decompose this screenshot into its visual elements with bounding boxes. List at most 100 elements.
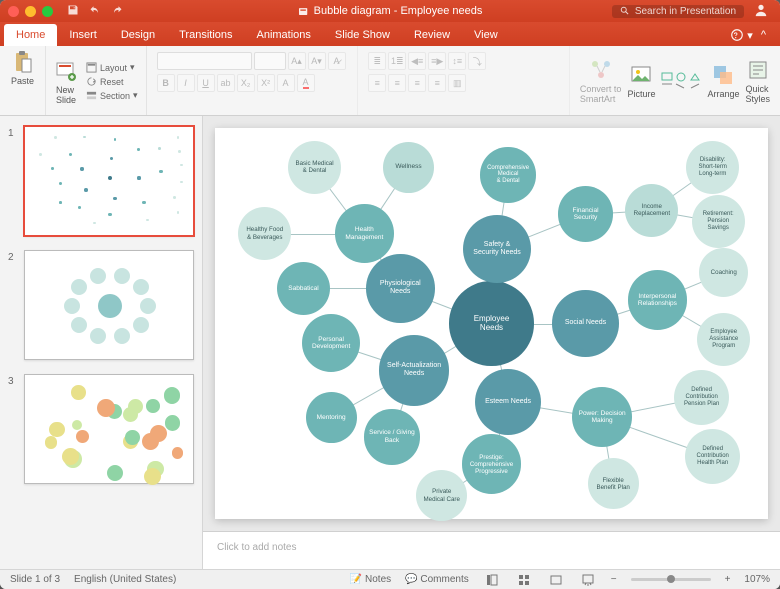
bubble-dis[interactable]: Disability: Short-term Long-term [686,141,739,194]
thumbnail-1[interactable]: 1 [8,126,194,236]
slide-canvas[interactable]: Employee NeedsPhysiological Needs Safety … [215,128,768,519]
numbering[interactable]: 1≣ [388,52,406,70]
sup-button[interactable]: X² [257,74,275,92]
notes-pane[interactable]: Click to add notes [203,531,780,569]
tab-view[interactable]: View [462,24,510,46]
zoom-slider[interactable] [631,578,711,581]
bubble-self[interactable]: Self-Actualization Needs [379,335,450,406]
minimize-icon[interactable] [25,6,36,17]
search-input[interactable]: Search in Presentation [612,5,744,18]
tab-review[interactable]: Review [402,24,462,46]
grow-font[interactable]: A▴ [288,52,306,70]
outdent[interactable]: ◀≡ [408,52,426,70]
bubble-coach[interactable]: Coaching [699,248,748,297]
bubble-sab[interactable]: Sabbatical [277,262,330,315]
bubble-pd[interactable]: Personal Development [302,314,361,373]
convert-smartart-button[interactable]: Convert to SmartArt [580,58,622,104]
redo-icon[interactable] [111,4,123,19]
bubble-sgb[interactable]: Service / Giving Back [364,409,419,464]
slide-indicator[interactable]: Slide 1 of 3 [10,574,60,585]
font-family-select[interactable] [157,52,252,70]
bubble-soc[interactable]: Social Needs [552,290,618,356]
view-reading-icon[interactable] [547,573,565,587]
arrange-button[interactable]: Arrange [707,63,739,99]
account-icon[interactable] [754,3,768,20]
view-normal-icon[interactable] [483,573,501,587]
bubble-est[interactable]: Esteem Needs [475,369,541,435]
layout-button[interactable]: Layout ▾ [86,62,138,73]
section-button[interactable]: Section ▾ [86,90,138,101]
ribbon-options[interactable]: ▾ ^ [720,24,776,46]
save-icon[interactable] [67,4,79,19]
ribbon-right-group: Convert to SmartArt Picture Arrange Quic… [570,46,780,115]
bubble-hfb[interactable]: Healthy Food & Beverages [238,207,291,260]
align-right[interactable]: ≡ [408,74,426,92]
bubble-dcpp[interactable]: Defined Contribution Pension Plan [674,370,729,425]
paste-button[interactable]: Paste [11,50,35,86]
reset-button[interactable]: Reset [86,76,138,87]
view-slideshow-icon[interactable] [579,573,597,587]
new-slide-button[interactable]: New Slide [54,59,78,105]
thumbnail-2[interactable]: 2 [8,250,194,360]
justify[interactable]: ≡ [428,74,446,92]
bubble-pmc[interactable]: Private Medical Care [416,470,467,521]
tab-design[interactable]: Design [109,24,167,46]
zoom-icon[interactable] [42,6,53,17]
bubble-inc[interactable]: Income Replacement [625,184,678,237]
bullets[interactable]: ≣ [368,52,386,70]
thumbnail-3[interactable]: 3 [8,374,194,484]
fontcolor-button[interactable]: A [297,74,315,92]
bubble-eap[interactable]: Employee Assistance Program [697,313,750,366]
indent[interactable]: ≡▶ [428,52,446,70]
language-indicator[interactable]: English (United States) [74,574,176,585]
linespacing[interactable]: ↕≡ [448,52,466,70]
align-center[interactable]: ≡ [388,74,406,92]
underline-button[interactable]: U [197,74,215,92]
columns[interactable]: ▥ [448,74,466,92]
bubble-well[interactable]: Wellness [383,142,434,193]
bubble-cmd[interactable]: Comprehensive Medical & Dental [480,147,535,202]
bubble-fs[interactable]: Financial Security [558,186,613,241]
bubble-safe[interactable]: Safety & Security Needs [463,215,532,284]
bubble-c[interactable]: Employee Needs [449,281,533,365]
quickstyles-button[interactable]: Quick Styles [745,58,770,104]
document-title: Bubble diagram - Employee needs [298,5,483,17]
highlight-button[interactable]: A [277,74,295,92]
font-size-select[interactable] [254,52,286,70]
textdir[interactable]: ⤵ [468,52,486,70]
italic-button[interactable]: I [177,74,195,92]
strike-button[interactable]: ab [217,74,235,92]
tab-home[interactable]: Home [4,24,57,46]
clear-format[interactable]: A̷ [328,52,346,70]
tab-animations[interactable]: Animations [245,24,323,46]
thumbnail-pane[interactable]: 1 2 3 [0,116,203,569]
sub-button[interactable]: X₂ [237,74,255,92]
view-sorter-icon[interactable] [515,573,533,587]
bubble-pdm[interactable]: Power: Decision Making [572,387,632,447]
bubble-ret[interactable]: Retirement: Pension Savings [692,195,745,248]
zoom-in[interactable]: + [725,574,731,585]
zoom-value[interactable]: 107% [744,574,770,585]
close-icon[interactable] [8,6,19,17]
align-left[interactable]: ≡ [368,74,386,92]
comments-toggle[interactable]: 💬 Comments [405,574,469,585]
shrink-font[interactable]: A▾ [308,52,326,70]
shape-gallery[interactable] [661,72,701,90]
bubble-dchp[interactable]: Defined Contribution Health Plan [685,429,740,484]
bubble-hm[interactable]: Health Management [335,204,394,263]
undo-icon[interactable] [89,4,101,19]
bubble-fbp[interactable]: Flexible Benefit Plan [588,458,639,509]
bubble-phys[interactable]: Physiological Needs [366,254,435,323]
bubble-ir[interactable]: Interpersonal Relationships [628,270,688,330]
tab-transitions[interactable]: Transitions [167,24,244,46]
tab-slide-show[interactable]: Slide Show [323,24,402,46]
tab-insert[interactable]: Insert [57,24,109,46]
notes-toggle[interactable]: 📝 Notes [350,574,391,585]
bubble-bmd[interactable]: Basic Medical & Dental [288,141,341,194]
title-text: Bubble diagram - Employee needs [314,5,483,17]
bubble-pcp[interactable]: Prestige: Comprehensive Progressive [462,434,522,494]
picture-button[interactable]: Picture [627,63,655,99]
bold-button[interactable]: B [157,74,175,92]
bubble-men[interactable]: Mentoring [306,392,357,443]
zoom-out[interactable]: − [611,574,617,585]
